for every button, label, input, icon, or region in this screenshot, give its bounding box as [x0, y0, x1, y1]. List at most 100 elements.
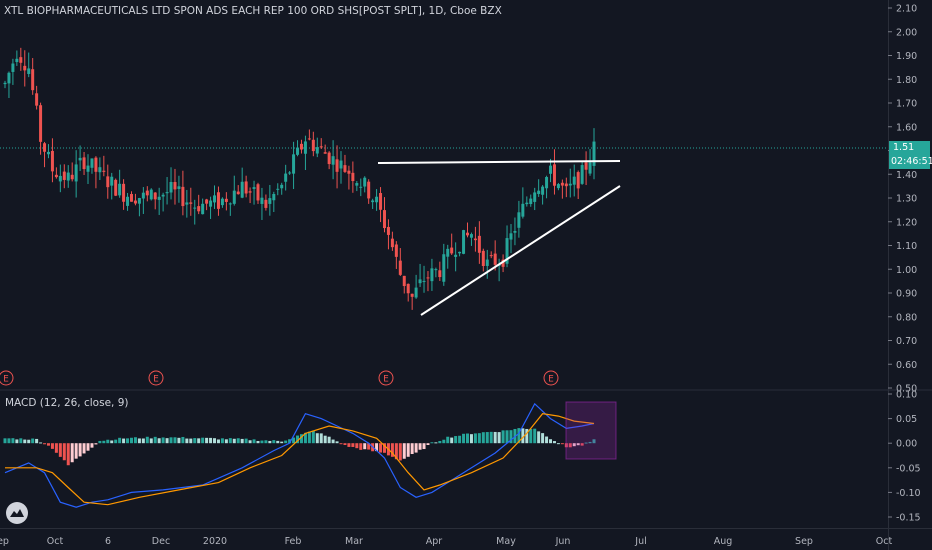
macd-tick-label: -0.15 — [896, 513, 921, 524]
time-axis-label: Feb — [285, 536, 302, 547]
candle-body — [485, 259, 489, 266]
candle-body — [66, 172, 70, 181]
candle-body — [205, 199, 209, 204]
candle-body — [102, 170, 106, 172]
candle-body — [106, 176, 110, 188]
candle-body — [375, 196, 379, 203]
candle-body — [240, 181, 244, 198]
macd-histogram-bar — [3, 438, 7, 444]
candle-body — [189, 202, 193, 204]
macd-tick-label: -0.10 — [896, 488, 921, 499]
macd-histogram-bar — [7, 438, 11, 444]
macd-histogram-bar — [339, 443, 343, 445]
macd-histogram-bar — [379, 443, 383, 453]
candle-body — [446, 248, 450, 257]
candle-body — [153, 192, 157, 200]
macd-histogram-bar — [90, 443, 94, 448]
candle-body — [315, 147, 319, 154]
macd-histogram-bar — [517, 428, 521, 444]
macd-histogram-bar — [592, 439, 596, 444]
macd-histogram-bar — [450, 437, 454, 444]
candle-body — [272, 194, 276, 201]
candle-body — [580, 165, 584, 184]
macd-histogram-bar — [181, 436, 185, 444]
macd-line — [4, 402, 595, 508]
candle-body — [549, 165, 553, 174]
signal-line — [5, 413, 595, 506]
earnings-marker-icon — [543, 370, 559, 386]
macd-histogram-bar — [485, 432, 489, 444]
candle-body — [201, 203, 205, 215]
macd-histogram-bar — [54, 443, 58, 453]
candle-body — [110, 176, 114, 186]
macd-histogram-bar — [220, 438, 224, 444]
macd-histogram-bar — [327, 436, 331, 444]
candle-body — [481, 250, 485, 267]
macd-histogram-bar — [15, 439, 19, 444]
tradingview-logo-icon[interactable] — [6, 502, 28, 524]
macd-histogram-bar — [106, 439, 110, 444]
macd-histogram-bar — [264, 440, 268, 444]
candle-body — [122, 183, 126, 202]
candle-body — [62, 171, 66, 180]
macd-histogram-bar — [343, 443, 347, 445]
price-tick-label: 0.50 — [896, 384, 917, 395]
candle-body — [430, 268, 434, 282]
macd-histogram-bar — [11, 438, 15, 444]
price-tick-label: 0.90 — [896, 289, 917, 300]
candle-body — [149, 189, 153, 200]
macd-histogram-bar — [533, 428, 537, 444]
candle-body — [319, 146, 323, 148]
macd-histogram-bar — [552, 441, 556, 444]
macd-histogram-bar — [315, 433, 319, 444]
price-tick-label: 1.20 — [896, 217, 917, 228]
macd-histogram-bar — [272, 440, 276, 444]
candle-body — [454, 254, 458, 257]
candle-body — [347, 170, 351, 174]
macd-histogram-bar — [509, 430, 513, 444]
candle-body — [256, 184, 260, 201]
candle-body — [181, 186, 185, 207]
time-axis-label: Oct — [47, 536, 64, 547]
macd-histogram-bar — [19, 438, 23, 444]
candle-body — [74, 164, 78, 182]
candle-body — [209, 200, 213, 207]
macd-histogram-bar — [307, 431, 311, 444]
macd-histogram-bar — [133, 437, 137, 444]
candle-body — [50, 150, 54, 172]
price-tick-label: 0.60 — [896, 360, 917, 371]
macd-histogram-bar — [62, 443, 66, 461]
time-axis-label: 2020 — [203, 536, 227, 547]
candle-body — [363, 177, 367, 187]
macd-histogram-bar — [497, 432, 501, 444]
macd-histogram-bar — [331, 439, 335, 444]
macd-histogram-bar — [102, 440, 106, 444]
price-tick-label: 0.70 — [896, 336, 917, 347]
candle-body — [442, 254, 446, 282]
macd-histogram-bar — [27, 439, 31, 444]
candle-body — [371, 200, 375, 203]
macd-histogram-bar — [406, 443, 410, 457]
candle-body — [398, 260, 402, 275]
price-tick-label: 1.80 — [896, 75, 917, 86]
macd-histogram-bar — [197, 438, 201, 444]
macd-histogram-bar — [161, 437, 165, 444]
macd-histogram-bar — [141, 438, 145, 444]
countdown-tag: 02:46:51 — [889, 155, 932, 169]
candle-body — [193, 207, 197, 209]
candle-body — [521, 203, 525, 217]
macd-histogram-bar — [122, 438, 126, 444]
candle-body — [462, 230, 466, 254]
macd-histogram-bar — [126, 438, 130, 444]
chart-title: XTL BIOPHARMACEUTICALS LTD SPON ADS EACH… — [4, 5, 502, 17]
support-trendline — [420, 185, 621, 316]
macd-histogram-bar — [252, 439, 256, 444]
candle-body — [327, 152, 331, 165]
macd-histogram-bar — [244, 438, 248, 444]
macd-histogram-bar — [193, 438, 197, 444]
macd-tick-label: 0.00 — [896, 439, 917, 450]
candle-body — [86, 165, 90, 172]
candle-body — [533, 192, 537, 202]
candle-body — [185, 202, 189, 205]
